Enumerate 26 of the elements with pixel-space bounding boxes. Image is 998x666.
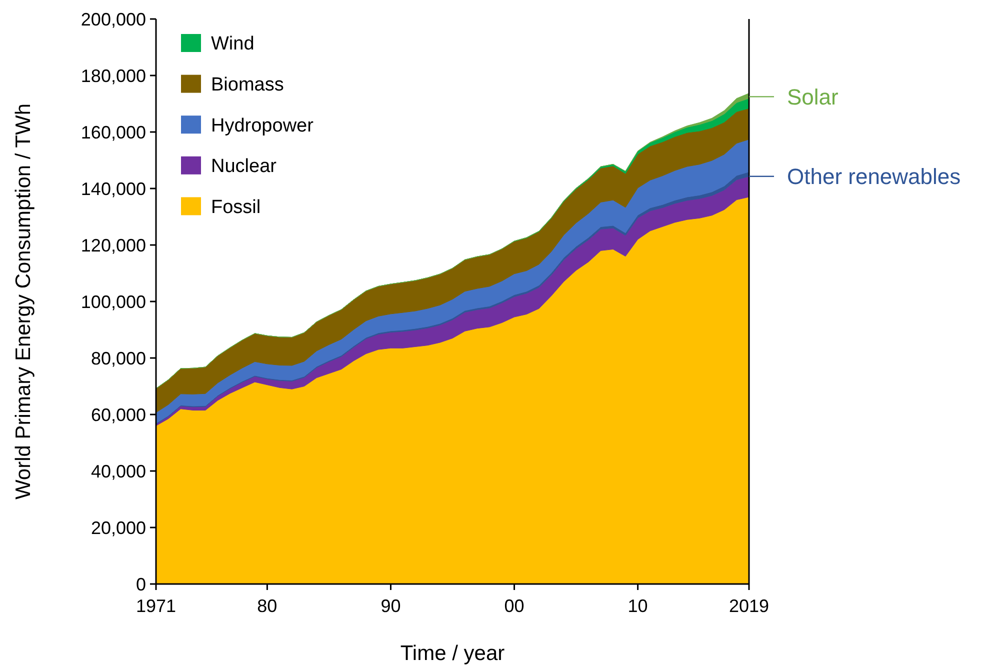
y-tick-label: 0 (136, 574, 146, 594)
y-tick-label: 80,000 (90, 348, 146, 368)
x-tick-label: 90 (380, 596, 401, 616)
y-tick-label: 140,000 (80, 178, 146, 199)
legend-label: Nuclear (211, 156, 278, 178)
x-tick-label: 2019 (728, 596, 770, 616)
y-tick-label: 100,000 (80, 292, 146, 312)
x-tick-label: 10 (628, 596, 648, 616)
y-tick-label: 40,000 (90, 461, 146, 482)
legend-label: Fossil (211, 196, 261, 218)
x-axis-title: Time / year (400, 642, 505, 665)
annotation: Other renewables (787, 164, 961, 190)
legend-label: Biomass (211, 74, 284, 96)
legend-label: Wind (211, 34, 254, 55)
y-tick-label: 180,000 (80, 66, 146, 86)
y-axis-title: World Primary Energy Consumption / TWh (12, 103, 35, 500)
y-tick-label: 60,000 (90, 404, 146, 425)
x-tick-label: 80 (257, 596, 278, 616)
legend-label: Hydropower (211, 115, 314, 136)
annotation: Solar (787, 84, 838, 110)
y-tick-label: 160,000 (80, 122, 146, 142)
x-tick-label: 1971 (136, 596, 176, 616)
y-tick-label: 120,000 (80, 235, 146, 256)
y-tick-label: 200,000 (80, 9, 146, 30)
x-tick-label: 00 (504, 596, 524, 616)
y-tick-label: 20,000 (90, 518, 146, 538)
